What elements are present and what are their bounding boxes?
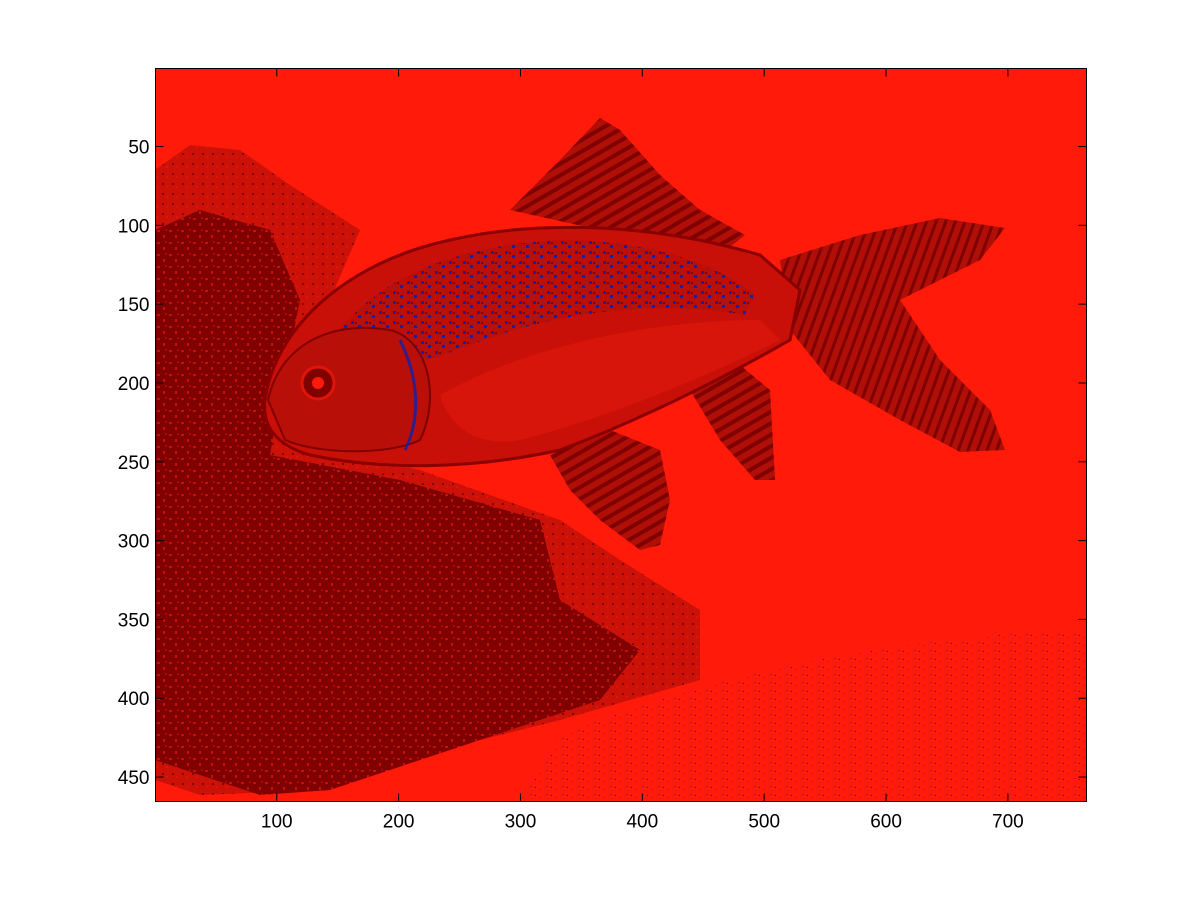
x-tick-label: 200 bbox=[383, 812, 415, 833]
y-tick-label: 300 bbox=[118, 532, 150, 553]
x-tick-label: 100 bbox=[261, 812, 293, 833]
x-tick-label: 600 bbox=[870, 812, 902, 833]
fish-head bbox=[266, 326, 431, 453]
x-axis: 100 200 300 400 500 600 700 bbox=[261, 68, 1024, 833]
sand-region bbox=[520, 630, 1087, 802]
dorsal-fin bbox=[510, 118, 745, 255]
gill-line bbox=[398, 339, 418, 451]
x-tick-label: 700 bbox=[992, 812, 1024, 833]
y-tick-label: 200 bbox=[118, 374, 150, 395]
tail-fin bbox=[780, 218, 1005, 452]
fish-belly bbox=[440, 320, 780, 442]
y-tick-label: 250 bbox=[118, 453, 150, 474]
shadow-region bbox=[155, 210, 640, 795]
x-tick-label: 500 bbox=[748, 812, 780, 833]
y-tick-label: 50 bbox=[128, 138, 149, 159]
y-tick-label: 400 bbox=[118, 689, 150, 710]
y-axis: 50 100 150 200 250 300 350 400 450 bbox=[118, 138, 1087, 789]
anal-fin bbox=[690, 365, 775, 480]
axes-frame bbox=[155, 68, 1087, 802]
y-tick-label: 100 bbox=[118, 216, 150, 237]
x-tick-label: 300 bbox=[505, 812, 537, 833]
pelvic-fin bbox=[550, 430, 670, 550]
fish-eye-pupil bbox=[312, 377, 324, 389]
x-tick-label: 400 bbox=[626, 812, 658, 833]
y-tick-label: 350 bbox=[118, 610, 150, 631]
image-plot bbox=[155, 68, 1087, 802]
fish-scales-band bbox=[330, 240, 755, 377]
y-tick-label: 150 bbox=[118, 295, 150, 316]
y-tick-label: 450 bbox=[118, 768, 150, 789]
